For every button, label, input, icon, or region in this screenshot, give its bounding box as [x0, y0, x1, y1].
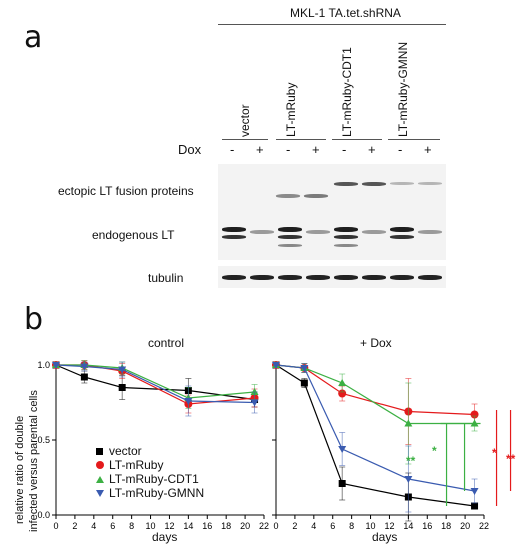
x-tick-label: 22: [259, 521, 269, 531]
data-point: [338, 446, 347, 453]
x-tick-label: 8: [129, 521, 134, 531]
dox-sign: -: [286, 142, 291, 157]
lane-rule: [332, 139, 382, 140]
legend-item-lt-mruby-gmnn: LT-mRuby-GMNN: [96, 486, 204, 500]
data-point: [250, 388, 259, 395]
row-label-endogenous: endogenous LT: [92, 228, 175, 242]
x-tick-label: 6: [110, 521, 115, 531]
significance-red-single: *: [492, 446, 497, 460]
significance-green-double: **: [406, 454, 416, 468]
y-tick-label: 1.0: [37, 360, 50, 370]
data-point: [300, 365, 309, 372]
series-line: [56, 364, 255, 399]
data-point: [118, 384, 126, 391]
legend-square-icon: [96, 448, 103, 455]
x-tick-label: 16: [202, 521, 212, 531]
legend-circle-icon: [96, 461, 104, 469]
dox-sign: +: [368, 142, 376, 157]
lane-rule: [222, 139, 268, 140]
legend-item-vector: vector: [96, 444, 204, 458]
lane-rule: [276, 139, 326, 140]
data-point: [80, 363, 89, 371]
data-point: [250, 399, 259, 407]
panel-a-letter: a: [24, 20, 43, 55]
data-point: [404, 419, 413, 427]
dox-sign: -: [230, 142, 235, 157]
row-label-ectopic: ectopic LT fusion proteins: [58, 184, 194, 198]
x-tick-label: 0: [53, 521, 58, 531]
data-point: [184, 398, 193, 405]
x-tick-label: 14: [403, 521, 413, 531]
data-point: [272, 362, 280, 369]
x-tick-label: 2: [72, 521, 77, 531]
series-line: [275, 364, 475, 425]
legend-item-lt-mruby: LT-mRuby: [96, 458, 204, 472]
x-tick-label: 18: [441, 521, 451, 531]
x-tick-label: 18: [221, 521, 231, 531]
construct-header: MKL-1 TA.tet.shRNA: [290, 6, 401, 20]
x-tick-label: 4: [91, 521, 96, 531]
x-tick-label: 0: [273, 521, 278, 531]
data-point: [470, 410, 479, 419]
dox-label: Dox: [178, 142, 202, 157]
x-tick-label: 10: [366, 521, 376, 531]
western-blot-lt: [218, 164, 446, 260]
y-tick-label: 0.5: [37, 435, 50, 445]
legend-triangle-down-icon: [96, 490, 104, 497]
data-point: [52, 362, 60, 369]
western-blot-tubulin: [218, 266, 446, 288]
data-point: [300, 379, 308, 387]
x-tick-label: 2: [292, 521, 297, 531]
x-tick-label: 12: [384, 521, 394, 531]
x-tick-label: 22: [479, 521, 489, 531]
x-tick-label: 20: [240, 521, 250, 531]
data-point: [118, 366, 127, 374]
dox-sign: +: [424, 142, 432, 157]
data-point: [471, 502, 479, 510]
x-tick-label: 6: [330, 521, 335, 531]
dox-sign: +: [312, 142, 320, 157]
dox-sign: -: [398, 142, 403, 157]
x-axis-label-control: days: [152, 530, 178, 544]
legend-item-lt-mruby-cdt1: LT-mRuby-CDT1: [96, 472, 204, 486]
panel-b-letter: b: [24, 302, 44, 337]
dox-sign: -: [342, 142, 347, 157]
data-point: [470, 488, 479, 495]
chart-title-dox: + Dox: [360, 336, 392, 350]
chart-title-control: control: [148, 336, 185, 350]
row-label-tubulin: tubulin: [148, 271, 184, 285]
lane-rule: [388, 139, 440, 140]
x-axis-label-dox: days: [372, 530, 398, 544]
data-point: [338, 480, 346, 487]
x-tick-label: 12: [164, 521, 174, 531]
significance-red-double: **: [506, 452, 516, 466]
y-tick-label: 0.0: [37, 510, 50, 520]
x-tick-label: 20: [460, 521, 470, 531]
x-tick-label: 16: [422, 521, 432, 531]
x-tick-label: 4: [311, 521, 316, 531]
data-point: [404, 476, 413, 483]
data-point: [338, 379, 347, 386]
legend: vector LT-mRuby LT-mRuby-CDT1 LT-mRuby-G…: [96, 444, 204, 500]
significance-green-single: *: [432, 444, 437, 458]
x-tick-label: 8: [349, 521, 354, 531]
data-point: [338, 389, 347, 398]
legend-triangle-up-icon: [96, 476, 104, 483]
x-tick-label: 10: [146, 521, 156, 531]
dox-sign: +: [256, 142, 264, 157]
data-point: [80, 373, 88, 381]
header-rule: [218, 24, 446, 25]
x-tick-label: 14: [183, 521, 193, 531]
